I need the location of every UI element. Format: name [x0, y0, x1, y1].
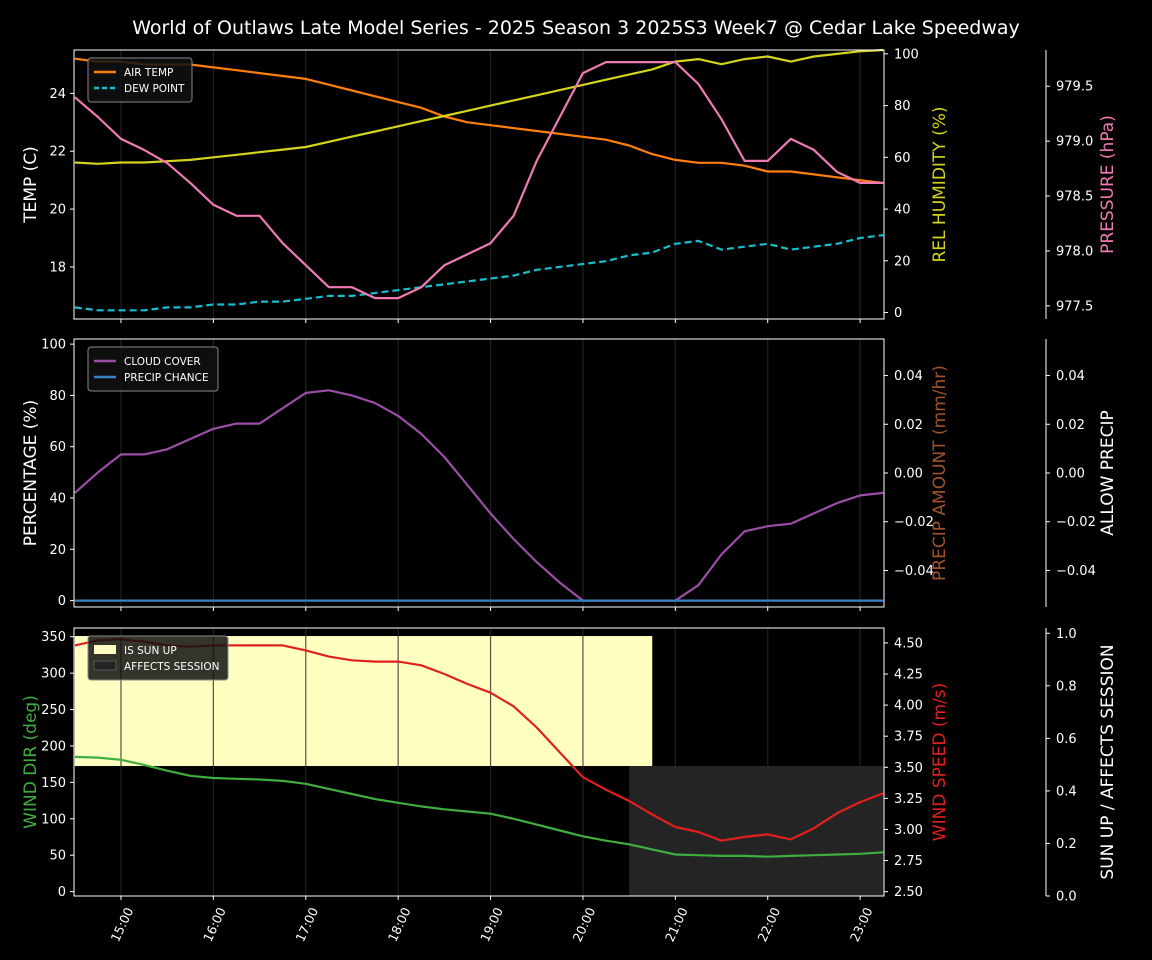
legend-box — [87, 57, 193, 103]
right1-tick-label: 3.50 — [894, 761, 923, 776]
right2-tick-label: 1.0 — [1056, 627, 1077, 642]
legend-swatch-affects-session — [93, 660, 117, 671]
right1-tick-label: 2.50 — [894, 885, 923, 900]
band-affects-session — [629, 766, 884, 896]
series-pressure-line — [74, 60, 884, 300]
right2-tick-label: 0.2 — [1056, 837, 1077, 852]
right2-tick-label: 0.00 — [1056, 467, 1085, 482]
right1-tick-label: 20 — [894, 254, 911, 269]
legend-label-cloud-cover: CLOUD COVER — [124, 356, 201, 368]
legend-label-dew-point: DEW POINT — [124, 83, 185, 95]
left-tick-label: 60 — [49, 440, 66, 455]
legend-label-is-sun-up: IS SUN UP — [124, 645, 177, 657]
right1-tick-label: 3.75 — [894, 730, 923, 745]
left-tick-label: 100 — [41, 338, 66, 353]
right1-tick-label: 2.75 — [894, 854, 923, 869]
panel-top: 18 20 22 24 TEMP (C) 0 20 40 60 80 100 REL HUMIDITY… — [21, 47, 1118, 323]
right2-tick-label: 0.02 — [1056, 418, 1085, 433]
left-tick-label: 100 — [41, 812, 66, 827]
right1-tick-label: −0.04 — [894, 564, 934, 579]
left-tick-label: 300 — [41, 667, 66, 682]
left-tick-label: 50 — [49, 849, 66, 864]
plot-frame — [73, 627, 885, 897]
left-tick-label: 0 — [58, 594, 66, 609]
left-tick-label: 200 — [41, 739, 66, 754]
right2-tick-label: −0.04 — [1056, 564, 1096, 579]
right2-axis-label: SUN UP / AFFECTS SESSION — [1098, 644, 1118, 879]
right1-tick-label: 4.00 — [894, 699, 923, 714]
right2-tick-label: 978.5 — [1056, 190, 1093, 205]
left-tick-label: 20 — [49, 203, 66, 218]
series-dew-point-line — [74, 234, 884, 312]
series-rel-humidity-line — [74, 48, 884, 165]
right2-axis-label: PRESSURE (hPa) — [1098, 115, 1118, 254]
left-tick-label: 80 — [49, 389, 66, 404]
left-tick-label: 22 — [49, 145, 66, 160]
legend-label-precip-chance: PRECIP CHANCE — [124, 372, 209, 384]
right1-tick-label: 40 — [894, 203, 911, 218]
plot-frame — [73, 49, 885, 320]
right2-tick-label: 0.04 — [1056, 369, 1085, 384]
legend: IS SUN UP AFFECTS SESSION — [87, 635, 229, 681]
panel-bottom: 0 50 100 150 200 250 300 350 WIND DIR (deg) 2.50 2… — [21, 627, 1118, 905]
right1-tick-label: −0.02 — [894, 515, 934, 530]
left-tick-label: 40 — [49, 492, 66, 507]
legend: CLOUD COVER PRECIP CHANCE — [87, 346, 219, 392]
left-axis-label: WIND DIR (deg) — [21, 695, 41, 829]
left-tick-label: 24 — [49, 87, 66, 102]
legend-box — [87, 635, 229, 681]
panel-middle: 0 20 40 60 80 100 PERCENTAGE (%) −0.04 −0.02 0.00… — [21, 338, 1118, 611]
right1-axis-label: PRECIP AMOUNT (mm/hr) — [930, 365, 950, 581]
right2-tick-label: 0.6 — [1056, 732, 1077, 747]
right1-tick-label: 0.00 — [894, 467, 923, 482]
right2-tick-label: 0.8 — [1056, 679, 1077, 694]
left-tick-label: 20 — [49, 543, 66, 558]
right1-tick-label: 4.25 — [894, 668, 923, 683]
chart-panels: 18 20 22 24 TEMP (C) 0 20 40 60 80 100 REL HUMIDITY… — [21, 47, 1118, 944]
right1-tick-label: 3.25 — [894, 792, 923, 807]
legend-swatch-is-sun-up — [94, 645, 116, 654]
left-tick-label: 150 — [41, 776, 66, 791]
right1-axis-label: WIND SPEED (m/s) — [930, 683, 950, 841]
right1-tick-label: 0.02 — [894, 418, 923, 433]
legend-label-air-temp: AIR TEMP — [124, 67, 173, 79]
legend-label-affects-session: AFFECTS SESSION — [124, 661, 220, 673]
series-air-temp-line — [74, 57, 884, 185]
right2-tick-label: −0.02 — [1056, 515, 1096, 530]
left-axis-label: TEMP (C) — [21, 146, 41, 224]
right2-tick-label: 979.0 — [1056, 135, 1093, 150]
right2-tick-label: 0.4 — [1056, 784, 1077, 799]
left-tick-label: 350 — [41, 630, 66, 645]
right1-tick-label: 0 — [894, 306, 902, 321]
legend: AIR TEMP DEW POINT — [87, 57, 193, 103]
right2-axis-label: ALLOW PRECIP — [1098, 410, 1118, 536]
right1-tick-label: 4.50 — [894, 636, 923, 651]
legend-box — [87, 346, 219, 392]
series-wind-dir-line — [74, 755, 884, 858]
left-tick-label: 250 — [41, 703, 66, 718]
right2-tick-label: 978.0 — [1056, 244, 1093, 259]
left-axis-label: PERCENTAGE (%) — [21, 400, 41, 546]
right1-tick-label: 80 — [894, 99, 911, 114]
right2-tick-label: 0.0 — [1056, 890, 1077, 905]
left-tick-label: 18 — [49, 260, 66, 275]
right1-tick-label: 60 — [894, 151, 911, 166]
right1-axis-label: REL HUMIDITY (%) — [930, 106, 950, 262]
left-tick-label: 0 — [58, 885, 66, 900]
right2-tick-label: 979.5 — [1056, 80, 1093, 95]
series-cloud-cover-line — [74, 389, 884, 602]
right1-tick-label: 100 — [894, 47, 919, 62]
right1-tick-label: 0.04 — [894, 369, 923, 384]
right1-tick-label: 3.00 — [894, 823, 923, 838]
chart-title: World of Outlaws Late Model Series - 202… — [132, 17, 1020, 39]
right2-tick-label: 977.5 — [1056, 299, 1093, 314]
